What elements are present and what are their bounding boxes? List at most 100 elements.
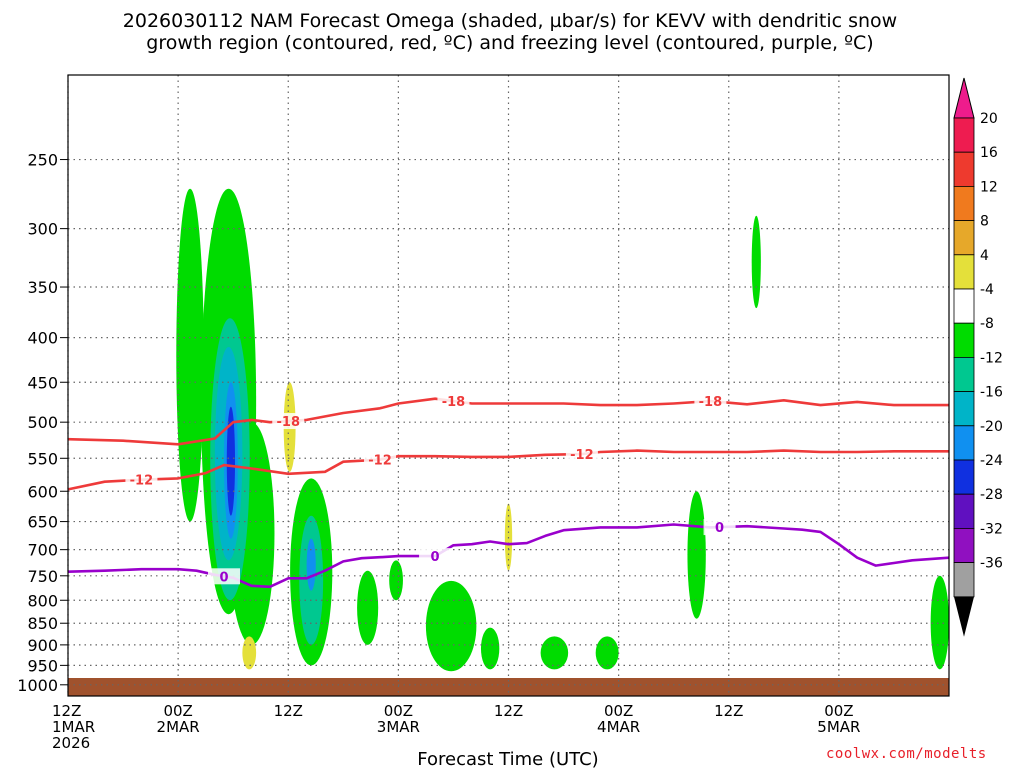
omega-shaded-region-7 [226, 406, 236, 516]
contour-label-dgz_top_-18C-1: -18 [442, 395, 466, 410]
y-tick-label-450: 450 [27, 373, 58, 392]
colorbar-label-9: -20 [980, 419, 1003, 435]
contour-label-dgz_bottom_-12C-1: -12 [368, 454, 392, 469]
contour-label-bg-dgz_bottom_-12C-2 [565, 446, 598, 463]
colorbar-label-7: -12 [980, 350, 1003, 366]
colorbar-segment-12 [953, 528, 975, 564]
contour-label-bg-freezing_level_0C-2 [703, 519, 736, 536]
colorbar-label-0: 20 [980, 111, 998, 127]
colorbar-segment-5 [953, 288, 975, 324]
colorbar-segment-7 [953, 356, 975, 392]
contour-label-dgz_top_-18C-2: -18 [699, 395, 723, 410]
omega-shaded-region-16 [595, 636, 619, 670]
omega-shaded-region-21 [242, 636, 257, 670]
omega-shaded-region-12 [389, 560, 403, 601]
x-tick-label-0-2: 2026 [52, 734, 90, 752]
title-line-2: growth region (contoured, red, ºC) and f… [146, 32, 873, 54]
omega-shaded-region-13 [425, 580, 477, 672]
y-tick-label-750: 750 [27, 567, 58, 586]
colorbar-segment-8 [953, 391, 975, 427]
x-tick-label-7-0: 00Z [824, 702, 853, 720]
y-tick-label-350: 350 [27, 278, 58, 297]
colorbar-label-13: -36 [980, 556, 1003, 572]
y-tick-label-1000: 1000 [17, 676, 58, 695]
contour-label-bg-dgz_top_-18C-2 [694, 393, 727, 410]
contour-label-freezing_level_0C-1: 0 [431, 550, 440, 565]
colorbar-label-10: -24 [980, 453, 1003, 469]
credit-text: coolwx.com/modelts [826, 746, 987, 762]
x-axis-label: Forecast Time (UTC) [417, 749, 598, 768]
omega-shaded-region-14 [480, 627, 500, 670]
colorbar-bottom-arrow [954, 596, 974, 637]
colorbar-label-5: -4 [980, 282, 994, 298]
omega-shaded-region-1 [176, 188, 204, 522]
x-tick-label-3-0: 00Z [384, 702, 413, 720]
x-tick-label-7-1: 5MAR [817, 718, 860, 736]
omega-shaded-region-10 [306, 538, 316, 591]
y-tick-label-700: 700 [27, 541, 58, 560]
contour-label-bg-freezing_level_0C-0 [208, 568, 241, 585]
x-tick-label-0-0: 12Z [52, 702, 81, 720]
colorbar-label-1: 16 [980, 145, 998, 161]
omega-shaded-region-15 [540, 636, 569, 670]
colorbar: 20 16 12 8 4 -4 -8 -12 -16 -20 -24 -28 -32 -36 [953, 77, 1003, 637]
contour-label-dgz_top_-18C-0: -18 [277, 415, 301, 430]
y-tick-label-400: 400 [27, 329, 58, 348]
y-tick-label-800: 800 [27, 591, 58, 610]
y-tick-label-250: 250 [27, 151, 58, 170]
colorbar-segment-3 [953, 220, 975, 256]
x-tick-label-0-1: 1MAR [52, 718, 95, 736]
colorbar-segment-10 [953, 459, 975, 495]
x-tick-label-1-0: 00Z [163, 702, 192, 720]
colorbar-segment-6 [953, 322, 975, 358]
colorbar-segment-1 [953, 151, 975, 187]
omega-shaded-region-11 [357, 570, 379, 645]
contour-dgz_top_-18C [67, 397, 949, 446]
plot-area: 250 300 350 400 450 500 550 600 650 700 750 800 850 9… [17, 74, 950, 752]
contour-label-freezing_level_0C-2: 0 [715, 521, 724, 536]
plot-frame [67, 74, 950, 697]
omega-shaded-region-19 [930, 575, 950, 670]
x-tick-label-5-0: 00Z [604, 702, 633, 720]
colorbar-label-11: -28 [980, 487, 1003, 503]
y-tick-label-950: 950 [27, 656, 58, 675]
contour-label-dgz_bottom_-12C-0: -12 [130, 474, 154, 489]
colorbar-segment-2 [953, 185, 975, 221]
contour-label-bg-dgz_bottom_-12C-0 [125, 471, 158, 488]
x-tick-label-3-1: 3MAR [377, 718, 420, 736]
contour-dgz_bottom_-12C [67, 449, 949, 491]
colorbar-segment-0 [953, 117, 975, 153]
contour-label-dgz_bottom_-12C-2: -12 [570, 448, 594, 463]
x-tick-label-5-1: 4MAR [597, 718, 640, 736]
chart-title: 2026030112 NAM Forecast Omega (shaded, µ… [123, 10, 897, 54]
x-tick-label-6-0: 12Z [714, 702, 743, 720]
y-tick-label-650: 650 [27, 513, 58, 532]
colorbar-segment-9 [953, 425, 975, 461]
colorbar-label-12: -32 [980, 521, 1003, 537]
x-tick-label-4-0: 12Z [494, 702, 523, 720]
colorbar-label-2: 12 [980, 179, 998, 195]
colorbar-top-arrow [953, 77, 975, 119]
colorbar-label-4: 4 [980, 248, 989, 264]
colorbar-label-3: 8 [980, 214, 989, 230]
contour-label-freezing_level_0C-0: 0 [219, 570, 228, 585]
colorbar-label-8: -16 [980, 385, 1003, 401]
y-tick-label-850: 850 [27, 614, 58, 633]
y-tick-label-300: 300 [27, 220, 58, 239]
contour-label-bg-dgz_top_-18C-1 [437, 393, 470, 410]
colorbar-segment-11 [953, 493, 975, 529]
y-tick-label-500: 500 [27, 413, 58, 432]
omega-shaded-region-17 [687, 491, 706, 619]
contour-label-bg-freezing_level_0C-1 [419, 548, 452, 565]
y-tick-label-600: 600 [27, 482, 58, 501]
x-tick-label-1-1: 2MAR [157, 718, 200, 736]
colorbar-segment-13 [953, 562, 975, 598]
y-tick-label-900: 900 [27, 636, 58, 655]
colorbar-label-6: -8 [980, 316, 994, 332]
omega-shaded-region-18 [751, 215, 761, 309]
title-line-1: 2026030112 NAM Forecast Omega (shaded, µ… [123, 10, 897, 32]
contour-label-bg-dgz_bottom_-12C-1 [364, 451, 397, 468]
colorbar-segment-4 [953, 254, 975, 290]
y-tick-label-550: 550 [27, 449, 58, 468]
